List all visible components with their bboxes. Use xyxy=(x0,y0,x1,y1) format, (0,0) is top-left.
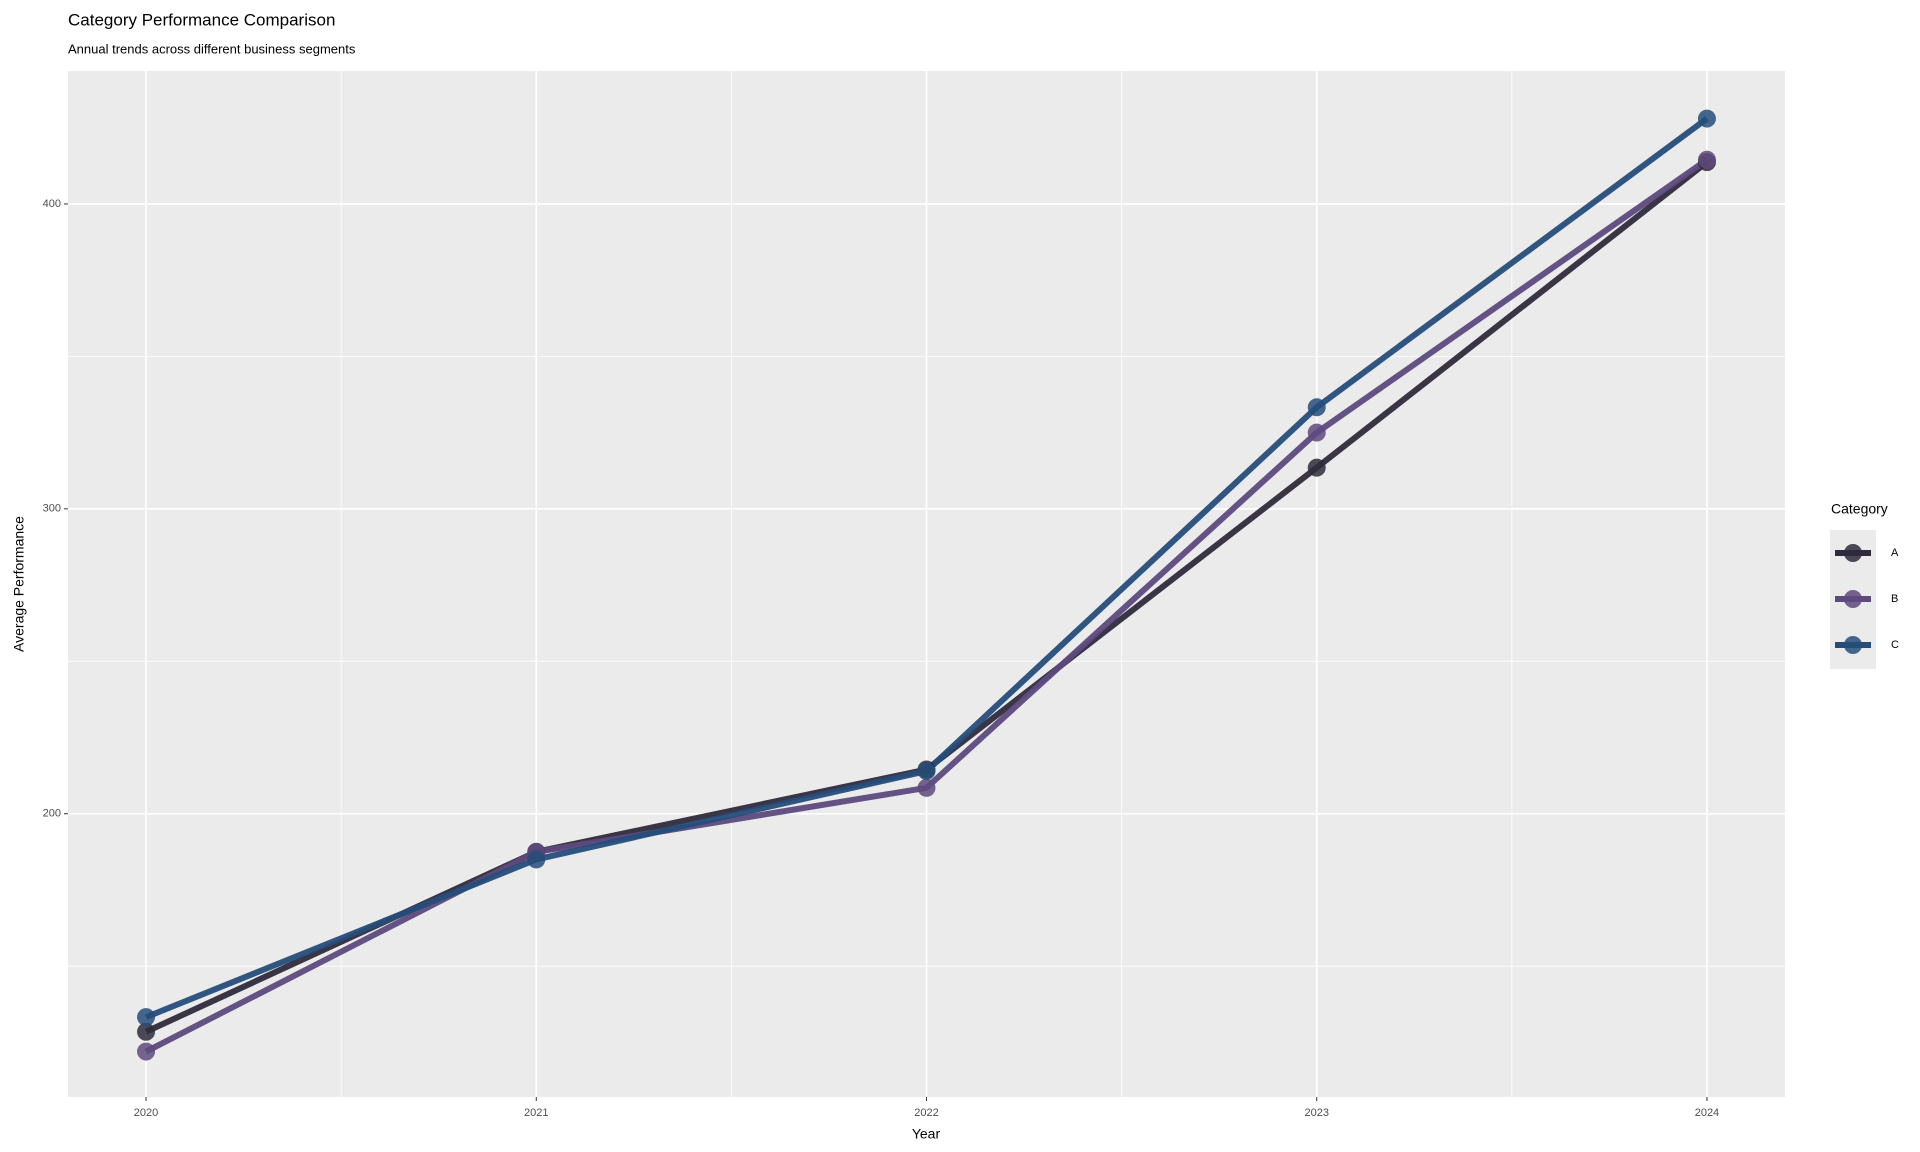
legend-title: Category xyxy=(1831,501,1888,517)
x-tick-label: 2023 xyxy=(1304,1107,1328,1119)
data-point xyxy=(137,1022,156,1041)
x-tick-label: 2022 xyxy=(914,1107,938,1119)
legend-label: C xyxy=(1891,639,1899,651)
data-point xyxy=(137,1008,156,1027)
legend-marker xyxy=(1844,590,1862,608)
data-point xyxy=(137,1042,156,1061)
chart-subtitle: Annual trends across different business … xyxy=(68,41,356,56)
data-point xyxy=(1307,398,1326,417)
chart-title: Category Performance Comparison xyxy=(68,10,335,29)
legend-label: B xyxy=(1891,593,1898,605)
y-tick-label: 400 xyxy=(43,198,61,210)
data-point xyxy=(1697,150,1716,169)
data-point xyxy=(527,850,546,869)
data-point xyxy=(1307,458,1326,477)
y-axis-label: Average Performance xyxy=(11,516,27,652)
data-point xyxy=(917,778,936,797)
x-tick-label: 2024 xyxy=(1695,1107,1719,1119)
legend-marker xyxy=(1844,544,1862,562)
legend-marker xyxy=(1844,636,1862,654)
x-axis-label: Year xyxy=(912,1126,941,1142)
data-point xyxy=(1697,109,1716,128)
data-point xyxy=(917,762,936,781)
x-tick-label: 2020 xyxy=(134,1107,158,1119)
x-tick-label: 2021 xyxy=(524,1107,548,1119)
y-tick-label: 200 xyxy=(43,808,61,820)
legend-label: A xyxy=(1891,547,1899,559)
y-tick-label: 300 xyxy=(43,503,61,515)
data-point xyxy=(1307,423,1326,442)
